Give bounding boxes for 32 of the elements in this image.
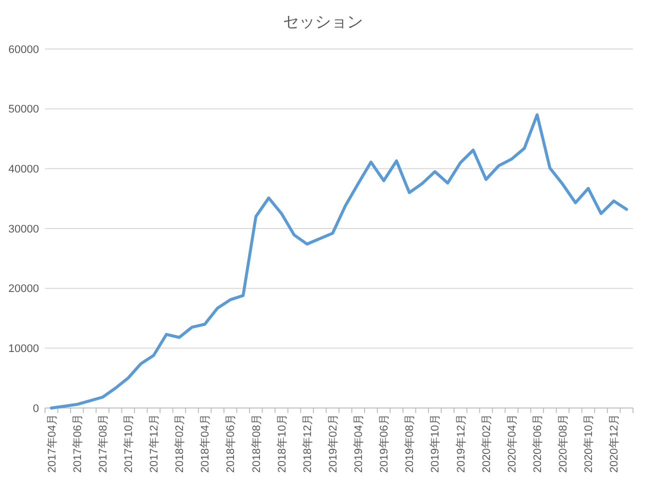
y-tick-label: 0	[32, 402, 39, 415]
x-tick-label: 2018年08月	[250, 414, 263, 473]
x-tick-label: 2017年08月	[97, 414, 110, 473]
x-tick-label: 2017年06月	[72, 414, 84, 473]
x-tick-label: 2020年02月	[480, 414, 493, 473]
x-tick-label: 2018年10月	[276, 414, 288, 473]
y-tick-label: 40000	[8, 164, 39, 176]
y-tick-label: 20000	[8, 283, 39, 296]
x-tick-label: 2020年04月	[506, 414, 518, 473]
x-tick-label: 2017年10月	[122, 414, 135, 473]
x-tick-label: 2020年12月	[608, 414, 621, 473]
x-tick-label: 2020年06月	[532, 414, 544, 473]
x-tick-label: 2019年04月	[353, 414, 366, 473]
x-tick-label: 2020年08月	[558, 414, 570, 473]
y-tick-label: 10000	[8, 343, 39, 356]
x-tick-label: 2019年06月	[378, 414, 391, 473]
x-tick-label: 2019年12月	[455, 414, 468, 473]
x-tick-label: 2017年04月	[46, 414, 58, 473]
x-tick-label: 2020年10月	[583, 414, 596, 473]
y-tick-label: 60000	[8, 44, 39, 56]
x-tick-label: 2018年02月	[174, 414, 186, 473]
x-tick-label: 2019年10月	[430, 414, 442, 473]
x-tick-label: 2018年12月	[302, 414, 314, 473]
y-tick-label: 50000	[8, 104, 39, 116]
x-tick-label: 2019年08月	[404, 414, 416, 473]
chart-title: セッション	[283, 14, 363, 31]
x-tick-label: 2018年06月	[225, 414, 238, 473]
y-tick-label: 30000	[8, 223, 39, 236]
x-tick-label: 2018年04月	[200, 414, 212, 473]
x-tick-label: 2017年12月	[148, 414, 160, 473]
x-tick-label: 2019年02月	[327, 414, 340, 473]
line-series	[50, 113, 628, 410]
